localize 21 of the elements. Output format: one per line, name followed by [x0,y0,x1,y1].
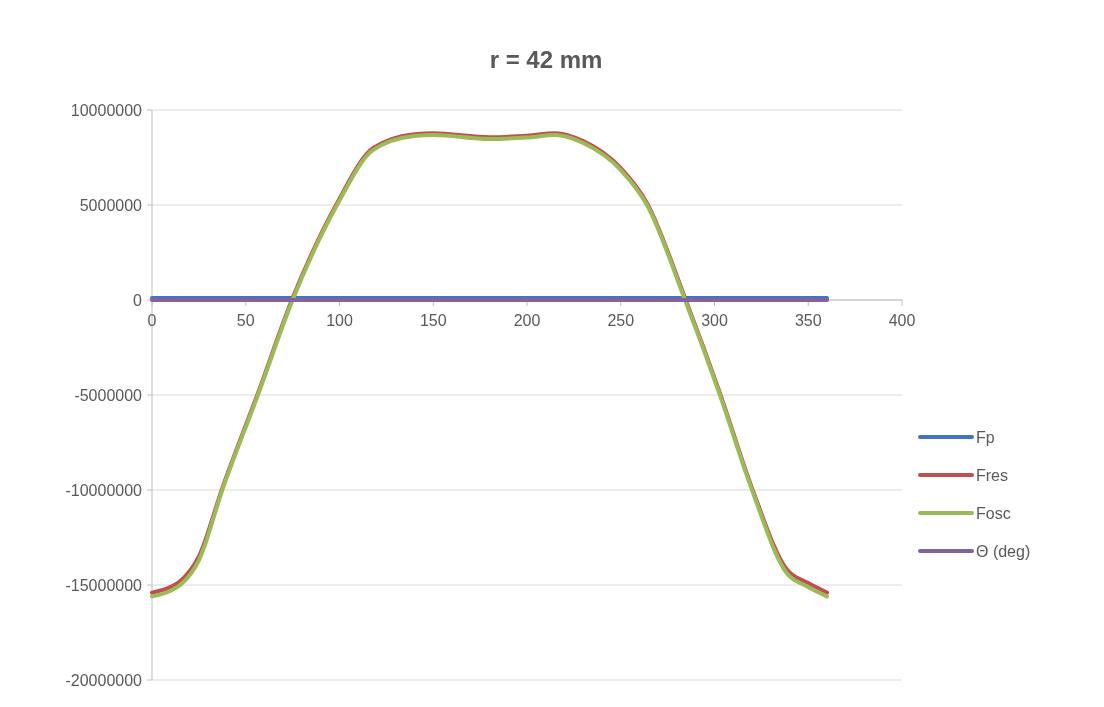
legend-label: Fres [976,466,1008,484]
y-tick-label: -5000000 [74,386,143,404]
x-tick-label: 50 [236,312,255,329]
y-tick-label: -15000000 [65,576,143,594]
x-tick-label: 100 [326,312,353,329]
x-tick-label: 0 [147,312,157,329]
y-tick-label: -10000000 [65,481,143,499]
chart-title: r = 42 mm [489,46,603,73]
x-tick-label: 350 [794,312,822,329]
y-tick-label: 0 [133,291,143,309]
legend-label: Fosc [976,504,1011,522]
x-tick-label: 200 [513,312,541,329]
x-tick-label: 250 [607,312,635,329]
legend-label: Θ (deg) [976,542,1031,560]
legend-label: Fp [976,428,995,446]
x-tick-label: 150 [419,312,447,329]
y-tick-label: 10000000 [70,101,143,119]
x-tick-label: 300 [701,312,728,329]
y-tick-label: -20000000 [65,671,143,689]
x-tick-label: 400 [888,312,916,329]
y-tick-label: 5000000 [79,196,143,214]
